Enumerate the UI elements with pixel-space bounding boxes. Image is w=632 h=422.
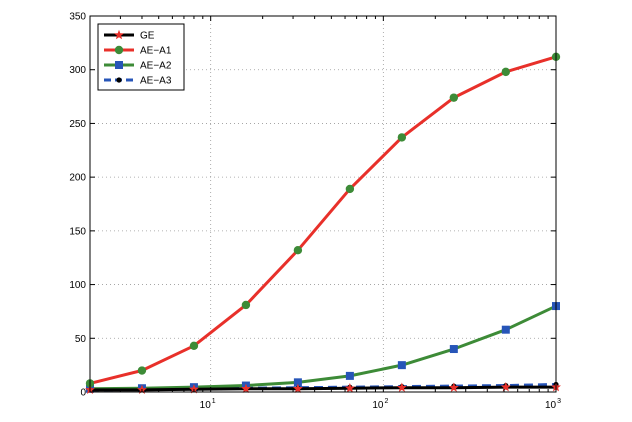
x-tick-label: 103: [545, 398, 561, 411]
data-point: [449, 93, 459, 102]
data-point: [344, 383, 355, 393]
x-tick-exponent: 1: [212, 398, 216, 405]
series-line: [89, 55, 557, 385]
x-tick-label: 102: [372, 398, 388, 411]
data-point: [501, 67, 511, 77]
grid: [90, 16, 556, 392]
data-point: [293, 245, 303, 255]
data-point: [293, 378, 302, 387]
legend-label: AE−A2: [140, 61, 172, 72]
y-tick-label: 300: [69, 65, 86, 76]
y-tick-label: 250: [69, 119, 86, 130]
plot-frame: [89, 15, 557, 393]
y-tick-label: 50: [75, 334, 87, 345]
data-point: [501, 325, 510, 334]
legend-entry: GE: [104, 29, 155, 42]
legend-label: AE−A1: [140, 46, 172, 57]
series-line: [89, 304, 557, 391]
data-point: [449, 345, 458, 354]
data-point: [189, 384, 199, 394]
x-tick-label: 101: [200, 398, 216, 411]
legend-label: GE: [140, 31, 155, 42]
series-line: [90, 385, 556, 392]
data-point: [397, 361, 406, 370]
data-point: [240, 383, 251, 393]
data-point: [345, 184, 355, 194]
data-point: [500, 381, 511, 392]
legend-marker: [115, 61, 123, 69]
data-point: [241, 300, 251, 310]
y-tick-label: 350: [69, 12, 86, 23]
y-tick-label: 200: [69, 173, 86, 184]
legend-label: AE−A3: [140, 76, 172, 87]
legend-entry: AE−A2: [104, 61, 172, 72]
legend-entry: AE−A3: [104, 76, 172, 87]
data-point: [396, 382, 407, 392]
data-point: [345, 371, 354, 380]
data-point: [397, 133, 407, 142]
y-tick-label: 150: [69, 226, 86, 237]
legend-marker: [116, 77, 122, 83]
data-point: [137, 366, 147, 375]
y-tick-label: 0: [80, 388, 86, 399]
legend-entry: AE−A1: [104, 46, 172, 57]
legend: GE AE−A1 AE−A2 AE−A3: [97, 23, 185, 91]
legend-marker: [114, 29, 124, 40]
data-point: [189, 341, 199, 351]
y-tick-label: 100: [69, 280, 86, 291]
x-tick-exponent: 2: [384, 398, 388, 405]
data-point: [448, 382, 459, 392]
axes: 0 50 100 150 200 250 300 350 101 102 103: [69, 12, 561, 412]
legend-marker: [114, 45, 124, 55]
x-tick-exponent: 3: [557, 398, 561, 405]
data-point: [292, 383, 303, 393]
